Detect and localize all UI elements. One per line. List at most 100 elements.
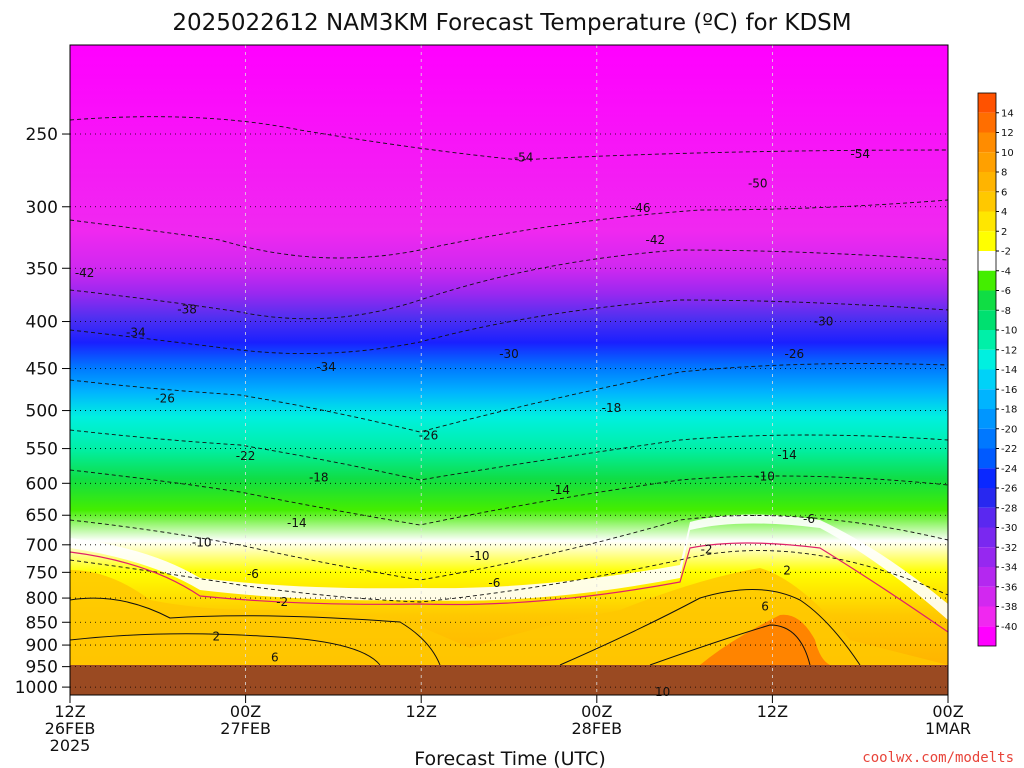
contour-label: 2 <box>783 564 791 578</box>
y-tick-label: 850 <box>26 613 58 633</box>
colorbar-label: 4 <box>1001 207 1007 218</box>
x-tick-label: 1MAR <box>925 719 971 738</box>
y-axis: 250 300 350 400 450 500 550 600 650 700 750 800 850 9… <box>15 125 70 698</box>
y-tick-label: 550 <box>26 440 58 460</box>
y-tick-label: 300 <box>26 198 58 218</box>
contour-label: -18 <box>602 401 622 415</box>
watermark: coolwx.com/modelts <box>862 750 1014 766</box>
x-tick-label: 12Z <box>54 702 85 721</box>
colorbar-swatch <box>978 409 996 429</box>
y-tick-label: 600 <box>26 474 58 494</box>
colorbar-swatch <box>978 428 996 449</box>
contour-label: 10 <box>655 685 670 699</box>
colorbar-swatch <box>978 527 996 548</box>
contour-label: -14 <box>550 483 570 497</box>
contour-line-positive <box>559 588 861 666</box>
freezing-band <box>70 514 948 620</box>
colorbar-label: -40 <box>1001 622 1017 633</box>
colorbar-swatch <box>978 231 996 251</box>
x-axis-label: Forecast Time (UTC) <box>414 748 605 768</box>
contour-label: -10 <box>470 549 490 563</box>
contour-line-positive <box>69 633 381 666</box>
colorbar-swatch <box>978 330 996 350</box>
y-tick-label: 350 <box>26 259 58 279</box>
colorbar-swatch <box>978 93 996 113</box>
colorbar-label: -28 <box>1001 503 1017 514</box>
colorbar: 14 12 10 8 6 4 2 -2 -4 -6 -8 -10 -12 -14 -16 -18 -20 -22 -… <box>977 92 1017 647</box>
contour-label: 2 <box>213 630 221 644</box>
contour-label: -2 <box>276 595 288 609</box>
contour-label: -6 <box>488 576 500 590</box>
y-tick-label: 500 <box>26 402 58 422</box>
colorbar-swatch <box>978 112 996 133</box>
colorbar-swatch <box>978 211 996 232</box>
contour-label: -38 <box>177 302 197 316</box>
contour-label: -14 <box>777 448 797 462</box>
contour-label: -46 <box>631 201 651 215</box>
contour-line-negative <box>69 299 949 355</box>
colorbar-label: 12 <box>1001 128 1014 139</box>
colorbar-label: -10 <box>1001 326 1017 337</box>
colorbar-label: -12 <box>1001 345 1017 356</box>
x-tick-label: 00Z <box>581 702 612 721</box>
contour-label: -42 <box>646 233 666 247</box>
contour-label: -30 <box>499 347 519 361</box>
colorbar-label: 6 <box>1001 187 1007 198</box>
x-tick-label: 28FEB <box>571 719 622 738</box>
colorbar-label: -4 <box>1001 266 1011 277</box>
plot-area: -38-34-34-30-30-26-26-26-18-22-18-14-14-… <box>69 44 949 699</box>
colorbar-label: -22 <box>1001 444 1017 455</box>
colorbar-label: -6 <box>1001 286 1011 297</box>
colorbar-label: -8 <box>1001 306 1011 317</box>
contour-label: -6 <box>247 567 259 581</box>
contour-labels: -38-34-34-30-30-26-26-26-18-22-18-14-14-… <box>75 147 870 699</box>
x-tick-label: 27FEB <box>220 719 271 738</box>
colorbar-label: 10 <box>1001 148 1014 159</box>
contour-line-negative <box>69 199 949 259</box>
colorbar-label: -38 <box>1001 602 1017 613</box>
contour-label: -10 <box>755 470 775 484</box>
y-tick-label: 800 <box>26 589 58 609</box>
contour-line-negative <box>69 515 949 581</box>
colorbar-label: -24 <box>1001 464 1017 475</box>
colorbar-swatch <box>978 586 996 607</box>
colorbar-swatch <box>978 626 996 646</box>
contour-label: -2 <box>701 542 713 556</box>
contour-label: 6 <box>271 650 279 664</box>
colorbar-swatch <box>978 547 996 567</box>
contour-label: -54 <box>514 150 534 164</box>
hot-core-shading <box>700 614 830 665</box>
colorbar-label: -14 <box>1001 365 1017 376</box>
contour-label: -22 <box>236 449 256 463</box>
colorbar-swatch <box>978 310 996 330</box>
colorbar-swatch <box>978 369 996 390</box>
contour-line-negative <box>69 116 949 161</box>
contour-label: -34 <box>126 325 146 339</box>
colorbar-label: -18 <box>1001 405 1017 416</box>
colorbar-label: -26 <box>1001 484 1017 495</box>
colorbar-swatch <box>978 507 996 528</box>
contour-line-positive <box>69 597 441 666</box>
contour-label: -18 <box>309 470 329 484</box>
colorbar-swatch <box>978 567 996 587</box>
y-tick-label: 400 <box>26 313 58 333</box>
contour-line-negative <box>69 363 949 433</box>
contour-label: -26 <box>155 391 175 405</box>
contour-label: -30 <box>814 315 834 329</box>
y-tick-label: 700 <box>26 536 58 556</box>
colorbar-swatch <box>978 488 996 508</box>
y-tick-label: 750 <box>26 563 58 583</box>
x-tick-label: 12Z <box>406 702 437 721</box>
contour-label: -10 <box>192 536 212 550</box>
x-tick-label: 12Z <box>757 702 788 721</box>
contour-line-zero <box>69 542 949 633</box>
grid-lines <box>70 45 948 695</box>
colorbar-swatch <box>978 468 996 488</box>
colorbar-label: 8 <box>1001 168 1007 179</box>
colorbar-label: 14 <box>1001 108 1014 119</box>
contour-label: -26 <box>785 347 805 361</box>
contour-lines <box>69 116 949 666</box>
x-tick-label: 26FEB <box>45 719 96 738</box>
contour-line-negative <box>69 550 949 603</box>
